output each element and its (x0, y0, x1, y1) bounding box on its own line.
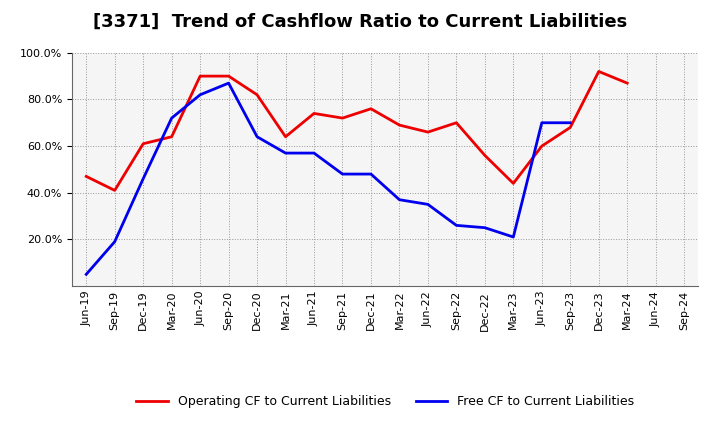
Free CF to Current Liabilities (82, 271, 91, 277)
Operating CF to Current Liabilities (196, 73, 204, 79)
Free CF to Current Liabilities (110, 239, 119, 244)
Operating CF to Current Liabilities (595, 69, 603, 74)
Operating CF to Current Liabilities (566, 125, 575, 130)
Free CF to Current Liabilities (282, 150, 290, 156)
Operating CF to Current Liabilities (623, 81, 631, 86)
Operating CF to Current Liabilities (82, 174, 91, 179)
Operating CF to Current Liabilities (480, 153, 489, 158)
Operating CF to Current Liabilities (509, 181, 518, 186)
Free CF to Current Liabilities (423, 202, 432, 207)
Operating CF to Current Liabilities (282, 134, 290, 139)
Free CF to Current Liabilities (139, 176, 148, 181)
Operating CF to Current Liabilities (338, 115, 347, 121)
Line: Free CF to Current Liabilities: Free CF to Current Liabilities (86, 83, 570, 275)
Free CF to Current Liabilities (253, 134, 261, 139)
Free CF to Current Liabilities (338, 172, 347, 177)
Operating CF to Current Liabilities (253, 92, 261, 97)
Free CF to Current Liabilities (480, 225, 489, 231)
Free CF to Current Liabilities (537, 120, 546, 125)
Operating CF to Current Liabilities (310, 111, 318, 116)
Operating CF to Current Liabilities (110, 188, 119, 193)
Text: [3371]  Trend of Cashflow Ratio to Current Liabilities: [3371] Trend of Cashflow Ratio to Curren… (93, 13, 627, 31)
Free CF to Current Liabilities (566, 120, 575, 125)
Free CF to Current Liabilities (366, 172, 375, 177)
Operating CF to Current Liabilities (167, 134, 176, 139)
Operating CF to Current Liabilities (452, 120, 461, 125)
Free CF to Current Liabilities (509, 235, 518, 240)
Operating CF to Current Liabilities (366, 106, 375, 111)
Free CF to Current Liabilities (167, 115, 176, 121)
Free CF to Current Liabilities (225, 81, 233, 86)
Operating CF to Current Liabilities (225, 73, 233, 79)
Free CF to Current Liabilities (196, 92, 204, 97)
Legend: Operating CF to Current Liabilities, Free CF to Current Liabilities: Operating CF to Current Liabilities, Fre… (131, 390, 639, 413)
Operating CF to Current Liabilities (537, 143, 546, 149)
Free CF to Current Liabilities (452, 223, 461, 228)
Free CF to Current Liabilities (310, 150, 318, 156)
Operating CF to Current Liabilities (395, 122, 404, 128)
Operating CF to Current Liabilities (423, 129, 432, 135)
Operating CF to Current Liabilities (139, 141, 148, 147)
Line: Operating CF to Current Liabilities: Operating CF to Current Liabilities (86, 71, 627, 191)
Free CF to Current Liabilities (395, 197, 404, 202)
